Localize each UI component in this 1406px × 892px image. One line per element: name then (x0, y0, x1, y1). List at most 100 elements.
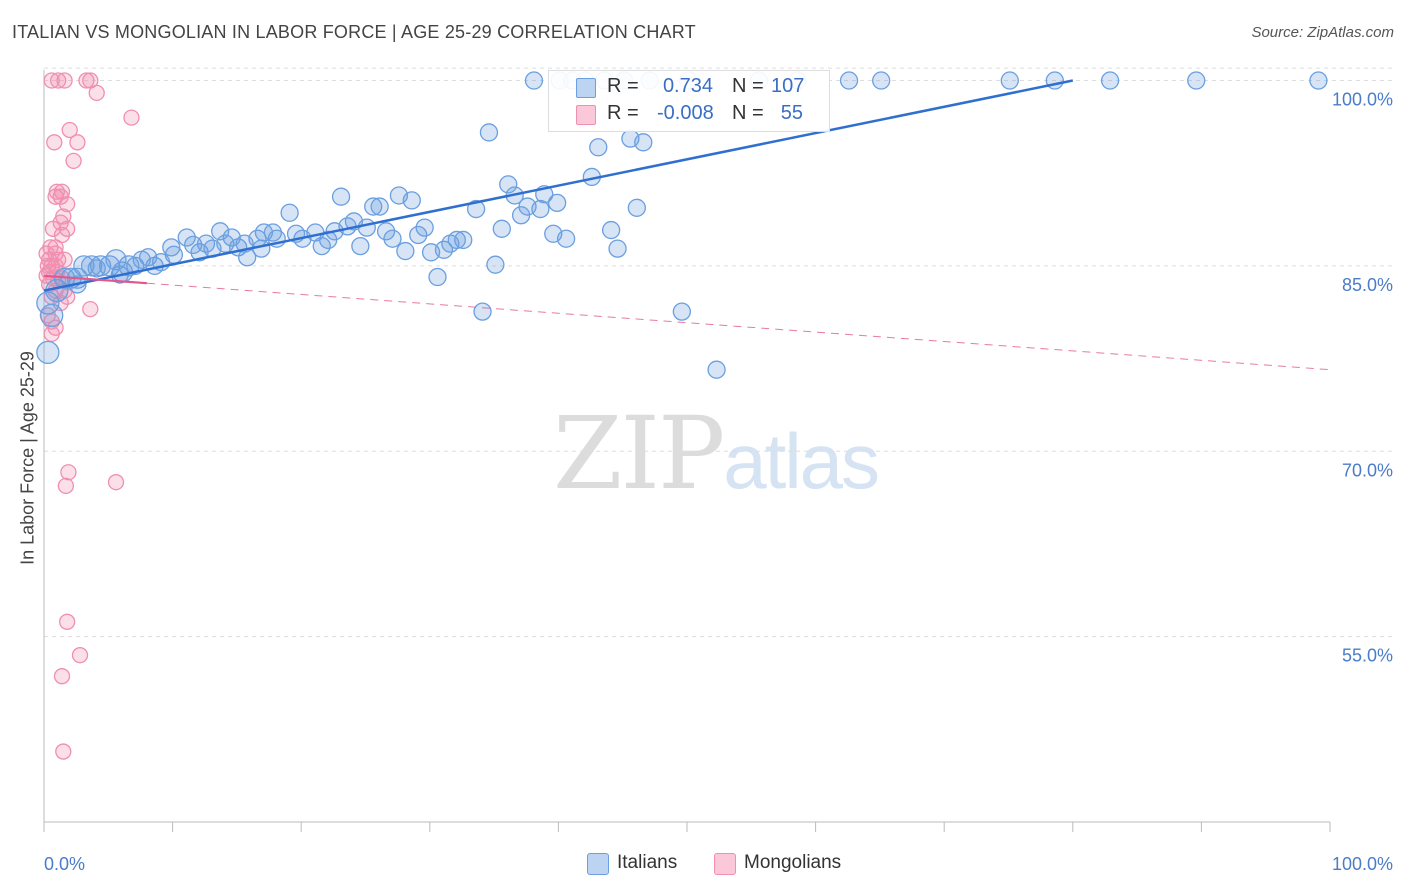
mongolian-point (107, 474, 125, 491)
italian-point (36, 340, 60, 365)
italian-point (492, 219, 511, 238)
mongolian-point (56, 72, 73, 89)
italian-point (556, 229, 576, 248)
watermark-zip: ZIP (553, 395, 725, 512)
italian-point (1000, 71, 1019, 90)
italian-point (466, 199, 486, 219)
n-label: N = (732, 75, 764, 97)
italian-point (376, 222, 396, 241)
italian-point (473, 302, 492, 321)
italian-point (177, 228, 196, 247)
mongolians-trend-line (43, 274, 147, 285)
y-tick-label: 55.0% (1342, 646, 1393, 666)
tick-labels: 100.0% 85.0% 70.0% 55.0% 0.0% 100.0% (44, 90, 1393, 874)
mongolian-point (58, 613, 76, 630)
italian-point (627, 198, 646, 217)
italian-point (601, 220, 621, 240)
italian-point (331, 187, 351, 206)
mongolian-point (47, 188, 64, 205)
mongolians-n-value: 55 (780, 102, 803, 124)
mongolians-points (38, 72, 140, 760)
r-label: R = (607, 102, 639, 124)
italian-point (608, 239, 627, 258)
italian-point (402, 191, 421, 210)
italian-point (872, 71, 891, 90)
mongolian-point (44, 220, 62, 237)
axes (43, 70, 1331, 832)
italians-swatch (576, 78, 596, 98)
y-tick-label: 70.0% (1342, 460, 1393, 480)
trend-lines (43, 79, 1331, 371)
watermark: ZIPatlas (553, 395, 880, 512)
italian-point (105, 249, 127, 271)
mongolian-point (46, 134, 63, 151)
italian-point (447, 230, 466, 250)
y-tick-label: 100.0% (1332, 90, 1393, 110)
italian-point (707, 360, 726, 379)
italian-point (454, 230, 473, 250)
italian-point (524, 71, 544, 90)
italian-point (162, 238, 181, 257)
italian-point (486, 255, 505, 274)
italian-point (351, 236, 370, 256)
mongolian-point (55, 743, 72, 760)
mongolian-point (65, 152, 82, 170)
mongolians-legend-swatch (714, 853, 736, 875)
mongolian-point (88, 84, 105, 102)
correlation-legend: R = 0.734 N = 107 R = -0.008 N = 55 (548, 70, 830, 132)
mongolian-point (49, 72, 67, 89)
italian-point (396, 241, 415, 261)
italians-n-value: 107 (771, 75, 805, 97)
chart-title: ITALIAN VS MONGOLIAN IN LABOR FORCE | AG… (12, 22, 696, 42)
mongolian-point (61, 121, 78, 139)
x-tick-label: 100.0% (1332, 854, 1393, 874)
mongolian-point (82, 301, 99, 318)
italian-point (479, 123, 499, 142)
italian-point (383, 229, 402, 248)
italian-point (499, 175, 518, 194)
italian-point (1100, 71, 1120, 90)
mongolians-r-value: -0.008 (657, 102, 714, 124)
italian-point (672, 302, 692, 321)
r-label: R = (607, 75, 639, 97)
mongolian-point (57, 477, 75, 495)
italians-legend-swatch (587, 853, 609, 875)
italian-point (409, 225, 428, 245)
italian-point (370, 197, 389, 216)
italian-point (40, 303, 64, 327)
mongolian-point (43, 325, 60, 343)
legend-row-italians: R = 0.734 N = 107 (549, 74, 829, 100)
source-label: Source: ZipAtlas.com (1251, 24, 1394, 41)
italian-point (589, 138, 608, 157)
mongolian-point (123, 109, 140, 126)
italian-point (839, 71, 859, 90)
mongolian-point (60, 464, 77, 481)
italians-r-value: 0.734 (662, 75, 713, 97)
italian-point (364, 197, 383, 216)
italian-point (428, 267, 447, 287)
mongolian-point (69, 134, 86, 151)
watermark-atlas: atlas (723, 417, 880, 505)
mongolian-point (43, 72, 60, 89)
mongolian-point (58, 195, 76, 213)
italian-point (1187, 71, 1206, 90)
italian-point (357, 218, 376, 237)
legend-row-mongolians: R = -0.008 N = 55 (549, 101, 829, 127)
mongolian-point (78, 72, 95, 89)
y-tick-label: 85.0% (1342, 275, 1393, 295)
italian-point (164, 245, 184, 264)
italian-point (547, 193, 567, 213)
italian-point (415, 218, 434, 237)
y-axis-label: In Labor Force | Age 25-29 (17, 351, 38, 565)
mongolian-point (56, 251, 73, 268)
italian-point (1309, 71, 1328, 90)
x-tick-label: 0.0% (44, 854, 85, 874)
n-label: N = (732, 102, 764, 124)
mongolians-swatch (576, 105, 596, 125)
italians-trend-line (43, 79, 1074, 292)
mongolian-point (53, 668, 71, 685)
mongolians-trend-dashed (146, 282, 1331, 371)
italian-point (87, 259, 106, 278)
italian-point (280, 203, 299, 222)
